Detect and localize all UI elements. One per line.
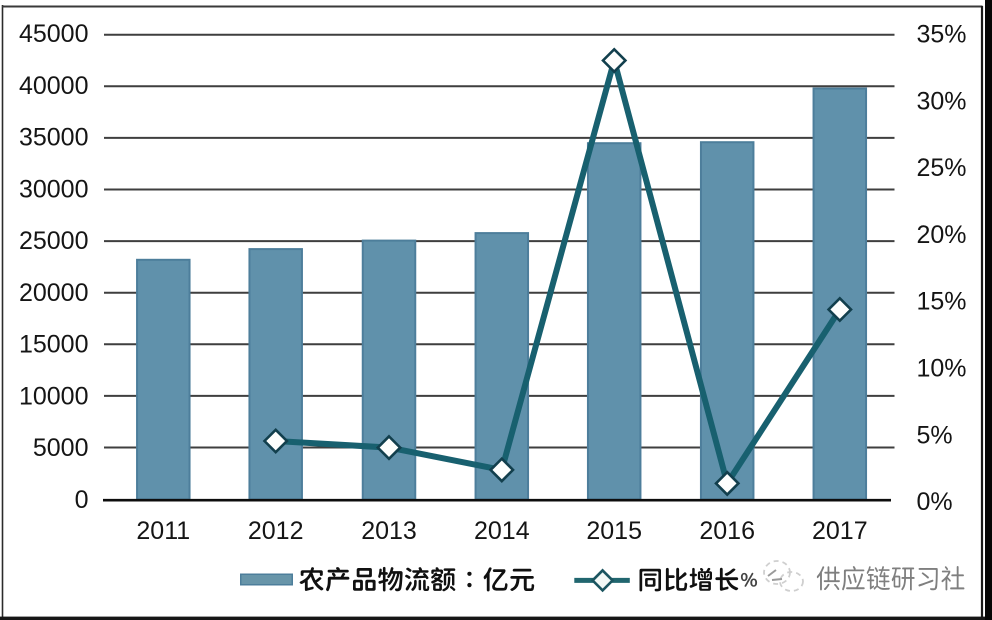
svg-text:2012: 2012 bbox=[248, 517, 304, 545]
svg-text:40000: 40000 bbox=[19, 72, 89, 100]
svg-text:5%: 5% bbox=[917, 421, 953, 449]
svg-text:0: 0 bbox=[75, 486, 89, 514]
svg-text:2013: 2013 bbox=[361, 517, 417, 545]
svg-text:5000: 5000 bbox=[33, 434, 89, 462]
svg-text:30000: 30000 bbox=[19, 175, 89, 203]
svg-text:2015: 2015 bbox=[586, 517, 642, 545]
svg-text:35%: 35% bbox=[917, 21, 967, 49]
svg-text:2011: 2011 bbox=[136, 517, 190, 545]
svg-text:2017: 2017 bbox=[812, 517, 868, 545]
svg-text:0%: 0% bbox=[917, 488, 953, 516]
svg-text:15%: 15% bbox=[917, 288, 967, 316]
svg-text:15000: 15000 bbox=[19, 331, 89, 359]
svg-text:30%: 30% bbox=[917, 87, 967, 115]
svg-text:25000: 25000 bbox=[19, 227, 89, 255]
svg-text:20000: 20000 bbox=[19, 279, 89, 307]
svg-text:2016: 2016 bbox=[699, 517, 755, 545]
svg-text:20%: 20% bbox=[917, 221, 967, 249]
svg-text:25%: 25% bbox=[917, 154, 967, 182]
svg-text:10%: 10% bbox=[917, 355, 967, 383]
svg-text:35000: 35000 bbox=[19, 124, 89, 152]
svg-text:45000: 45000 bbox=[19, 20, 89, 48]
svg-text:2014: 2014 bbox=[474, 517, 530, 545]
svg-text:10000: 10000 bbox=[19, 382, 89, 410]
